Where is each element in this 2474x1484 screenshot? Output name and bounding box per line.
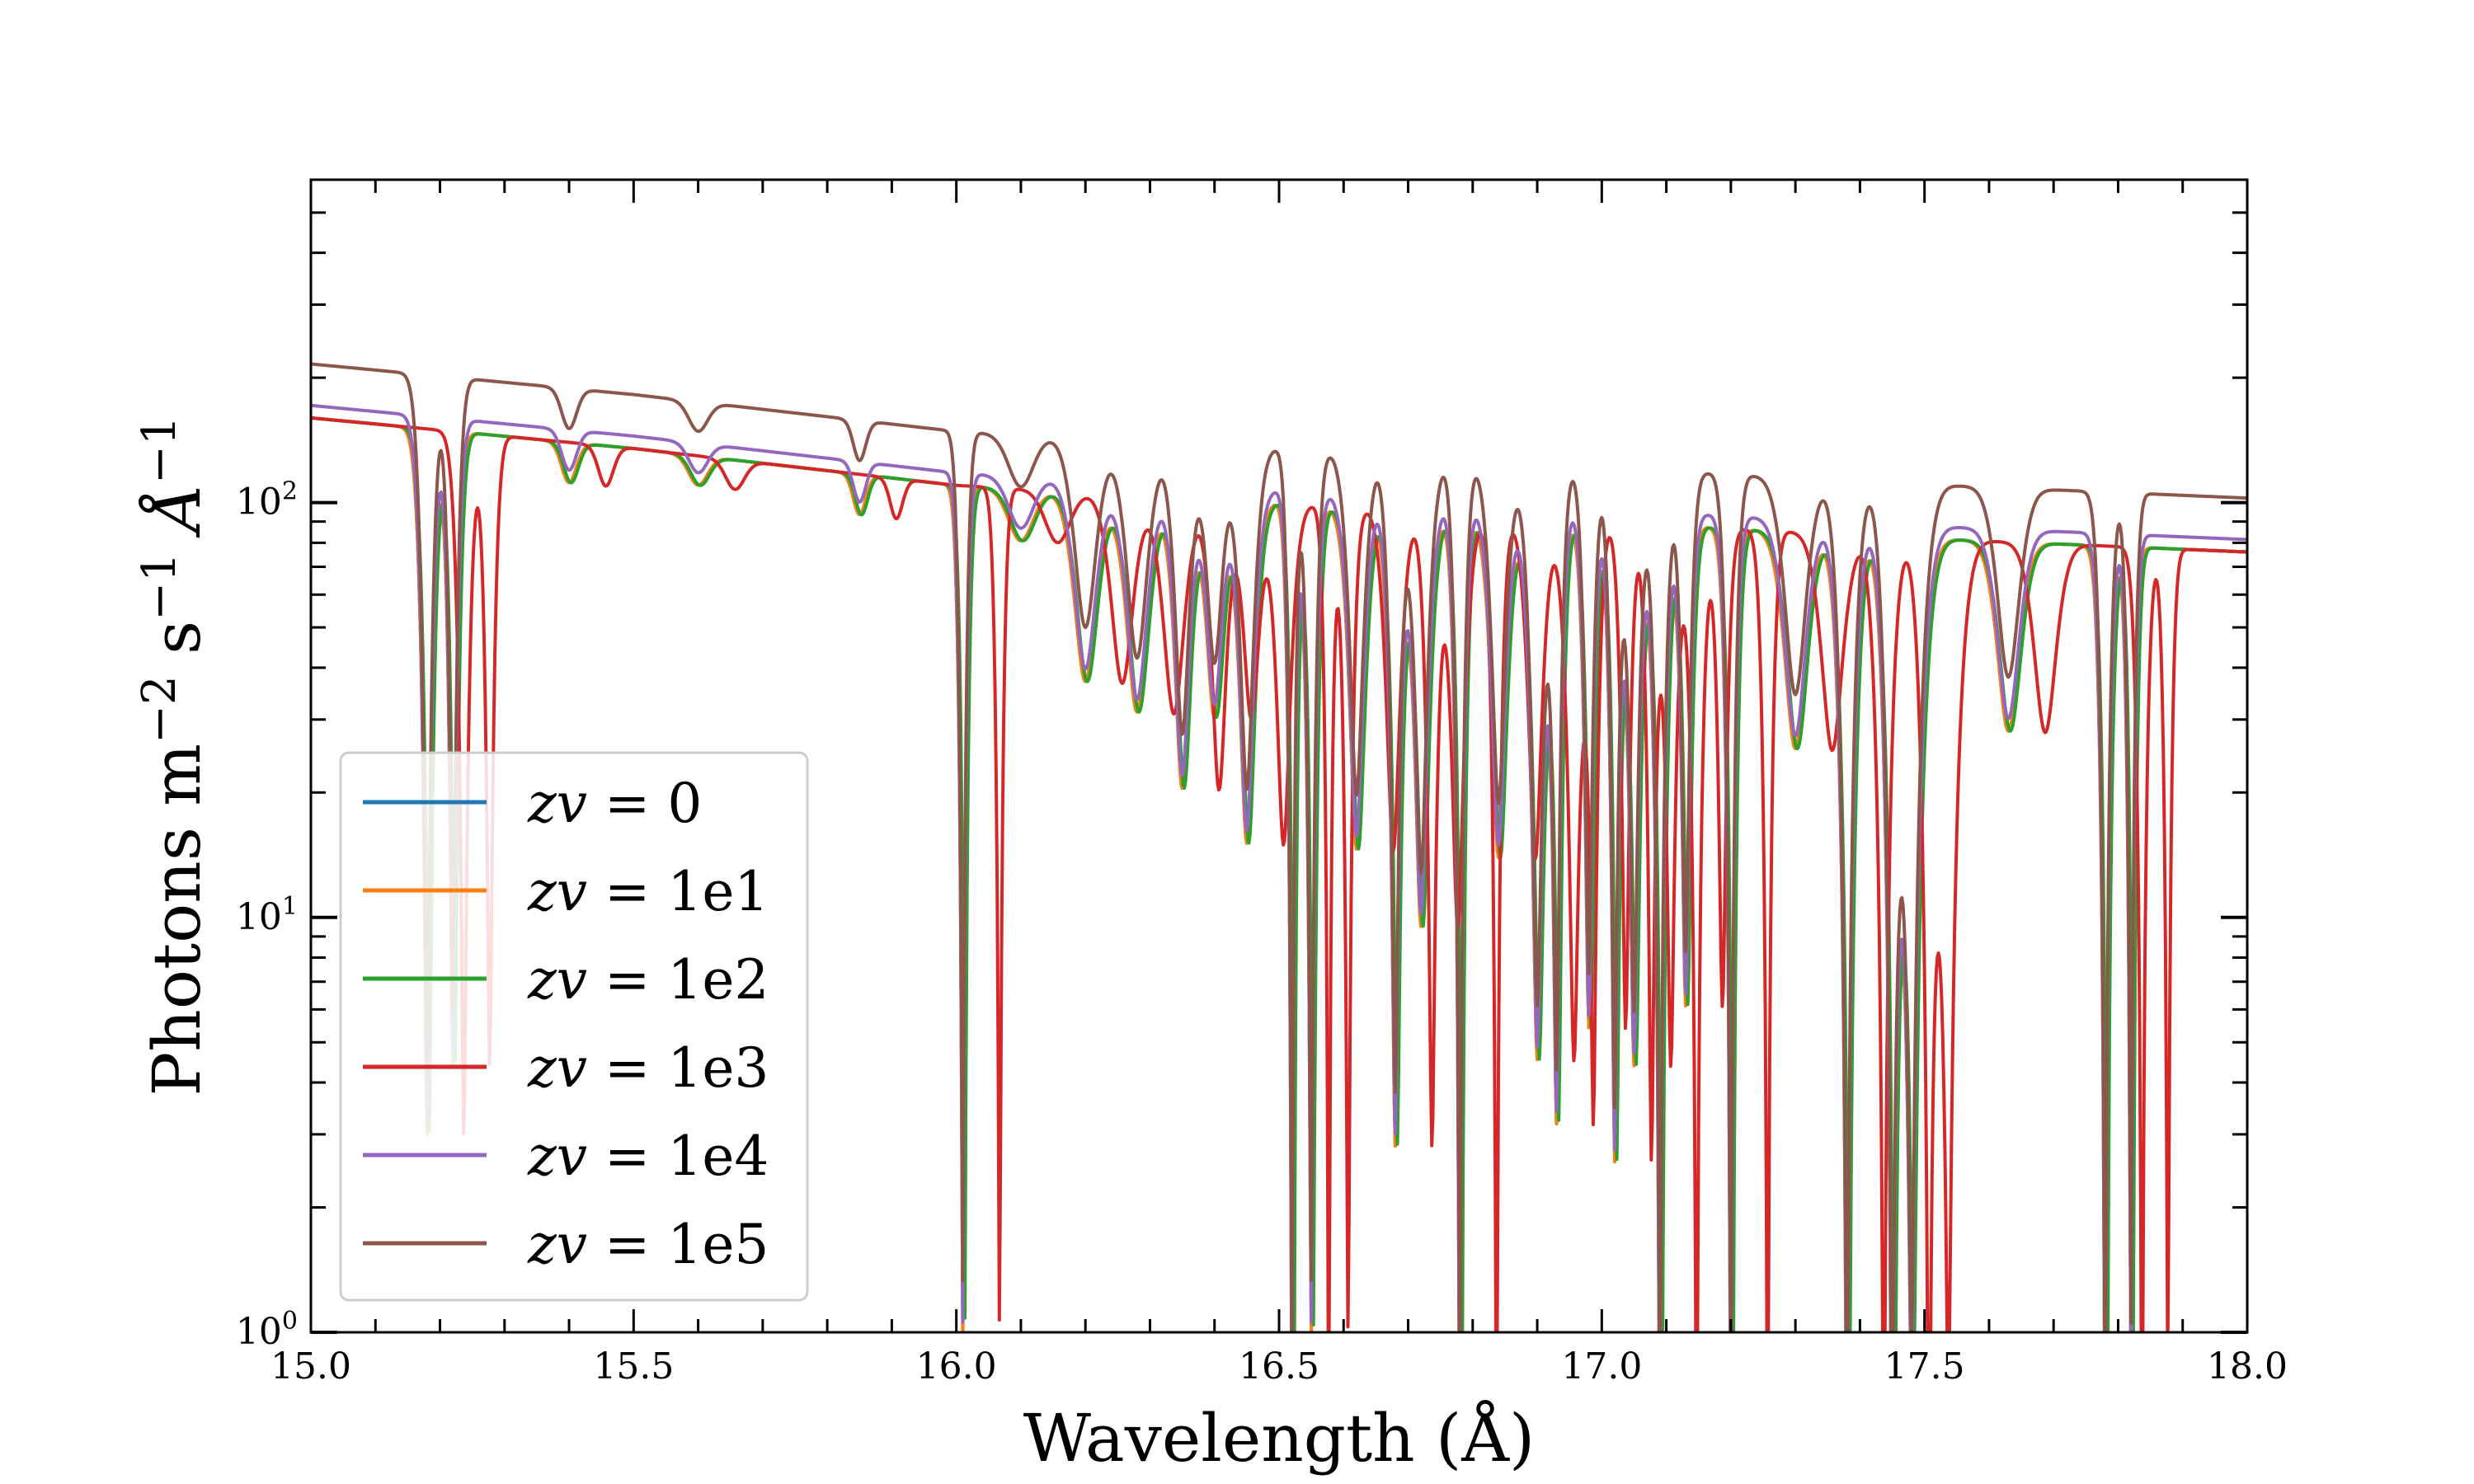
y-tick-label: 102: [236, 477, 298, 524]
legend-label: zv = 1e5: [527, 1213, 769, 1276]
x-tick-label: 17.5: [1884, 1345, 1965, 1388]
labels-layer: 15.0 15.5 16.0 16.5 17.0 17.5 18.0 100 101 102: [236, 477, 2288, 1388]
y-tick-label: 100: [236, 1307, 298, 1353]
legend-entry: zv = 1e1: [363, 860, 769, 923]
series-layer: [311, 362, 2247, 1332]
legend-label: zv = 0: [527, 772, 702, 835]
legend-entry: zv = 1e3: [363, 1036, 769, 1100]
x-tick-label: 16.5: [1239, 1345, 1319, 1388]
ticks-layer: [309, 178, 2249, 1334]
legend-label: zv = 1e4: [527, 1125, 769, 1188]
legend-label: zv = 1e2: [527, 948, 769, 1012]
legend-label: zv = 1e1: [527, 860, 769, 923]
legend-label: zv = 1e3: [527, 1036, 769, 1100]
legend-entry: zv = 1e2: [363, 948, 769, 1012]
series-line-4: [311, 403, 2247, 1332]
x-tick-label: 15.0: [270, 1345, 351, 1388]
legend-entries: zv = 0 zv = 1e1 zv = 1e2 zv = 1e3 zv = 1e4 zv…: [363, 772, 769, 1276]
legend: zv = 0 zv = 1e1 zv = 1e2 zv = 1e3 zv = 1e4 zv…: [339, 751, 809, 1302]
y-axis-title: Photons m−2 s−1 Å−1: [133, 416, 215, 1096]
x-tick-label: 17.0: [1561, 1345, 1642, 1388]
y-tick-label: 101: [236, 892, 298, 938]
x-tick-label: 18.0: [2207, 1345, 2288, 1388]
x-tick-label: 16.0: [916, 1345, 997, 1388]
x-axis-title: Wavelength (Å): [1023, 1399, 1535, 1477]
series-line-5: [311, 362, 2247, 1332]
legend-entry: zv = 1e5: [363, 1213, 769, 1276]
x-tick-label: 15.5: [593, 1345, 674, 1388]
legend-entry: zv = 0: [363, 772, 702, 835]
legend-entry: zv = 1e4: [363, 1125, 769, 1188]
series-line-3: [311, 416, 2247, 1332]
